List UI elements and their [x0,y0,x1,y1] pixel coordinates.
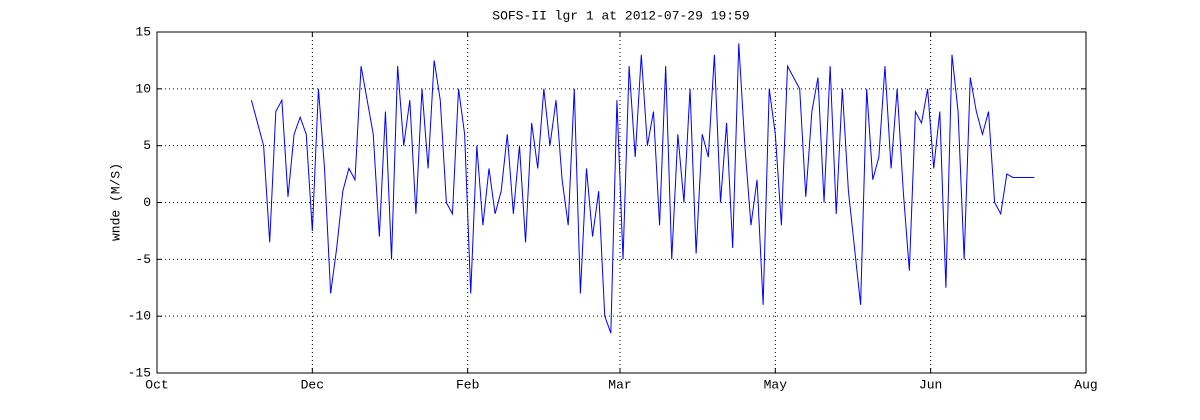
y-tick-label: 15 [135,24,151,39]
chart-title: SOFS-II lgr 1 at 2012-07-29 19:59 [492,8,749,23]
y-tick-label: 10 [135,81,151,96]
x-tick-label: May [764,377,788,392]
data-line [250,43,1035,334]
x-tick-label: Dec [301,377,324,392]
y-tick-label: -15 [128,365,151,380]
y-axis-label: wnde (M/S) [108,163,123,241]
plot-frame [156,31,1087,374]
x-tick-label: Oct [145,377,168,392]
y-tick-label: 0 [143,195,151,210]
x-tick-label: Jun [919,377,942,392]
y-tick-label: -10 [128,309,151,324]
x-tick-label: Mar [608,377,631,392]
y-tick-label: 5 [143,138,151,153]
x-tick-label: Feb [456,377,479,392]
y-tick-label: -5 [135,252,151,267]
x-tick-label: Aug [1074,377,1097,392]
